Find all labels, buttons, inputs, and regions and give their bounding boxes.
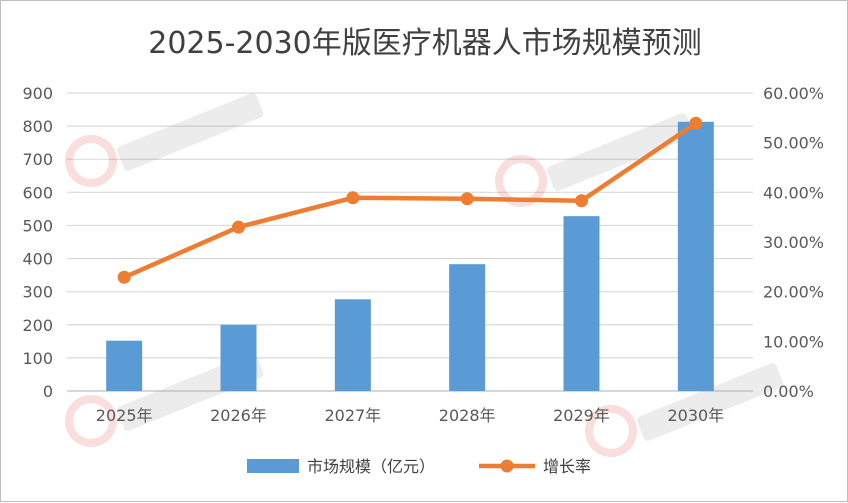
right-y-axis: 0.00% 10.00% 20.00% 30.00% 40.00% 50.00% 60.00… <box>763 84 824 401</box>
chart-title: 2025-2030年版医疗机器人市场规模预测 <box>148 26 702 61</box>
legend-bar-swatch <box>247 459 299 473</box>
line-point <box>575 194 588 208</box>
watermark-inner <box>73 143 109 179</box>
line-point <box>460 192 474 206</box>
x-axis: 2025年 2026年 2027年 2028年 2029年 2030年 <box>96 406 724 425</box>
right-tick-label: 10.00% <box>763 332 824 351</box>
watermark-text-shape <box>116 93 264 171</box>
line-point <box>117 270 131 284</box>
legend-bar-label: 市场规模（亿元） <box>307 457 435 476</box>
x-tick-label: 2025年 <box>96 406 153 425</box>
left-tick-label: 800 <box>22 117 53 136</box>
line-point <box>689 116 703 130</box>
right-tick-label: 20.00% <box>763 283 824 302</box>
x-tick-label: 2028年 <box>439 406 496 425</box>
left-tick-label: 400 <box>22 250 53 269</box>
left-tick-label: 600 <box>22 183 53 202</box>
left-tick-label: 500 <box>22 216 53 235</box>
right-tick-label: 50.00% <box>763 134 824 153</box>
left-tick-label: 200 <box>22 316 53 335</box>
right-tick-label: 30.00% <box>763 233 824 252</box>
left-tick-label: 300 <box>22 283 53 302</box>
right-tick-label: 60.00% <box>763 84 824 103</box>
line-point <box>232 220 245 234</box>
watermark-text-shape <box>546 113 694 191</box>
left-tick-label: 900 <box>22 84 53 103</box>
watermark-circle <box>65 135 117 187</box>
legend-line-label: 增长率 <box>543 457 591 476</box>
watermark-circle <box>495 155 547 207</box>
watermark-circle <box>585 405 637 457</box>
left-tick-label: 700 <box>22 150 53 169</box>
watermark-text-shape <box>636 363 784 441</box>
left-y-axis: 0 100 200 300 400 500 600 700 800 900 <box>22 84 53 401</box>
left-tick-label: 100 <box>22 349 53 368</box>
x-tick-label: 2026年 <box>210 406 267 425</box>
growth-line <box>121 121 699 280</box>
line-series <box>117 116 703 284</box>
watermark-inner <box>73 403 109 439</box>
bar <box>106 340 143 391</box>
x-tick-label: 2027年 <box>324 406 381 425</box>
line-point <box>346 191 360 205</box>
watermark-inner <box>593 413 629 449</box>
bar <box>563 216 600 391</box>
bar <box>220 324 257 391</box>
x-tick-label: 2029年 <box>553 406 610 425</box>
watermark-logo <box>585 363 784 457</box>
right-tick-label: 40.00% <box>763 183 824 202</box>
watermark-inner <box>503 163 539 199</box>
watermark-logo <box>65 93 264 187</box>
bar <box>449 264 486 391</box>
watermark-logo <box>495 113 694 207</box>
bar <box>677 121 714 391</box>
watermark <box>65 93 784 457</box>
left-tick-label: 0 <box>43 382 53 401</box>
legend: 市场规模（亿元） 增长率 <box>247 457 591 476</box>
gridlines <box>67 92 753 392</box>
bar <box>334 299 371 391</box>
right-tick-label: 0.00% <box>763 382 814 401</box>
x-tick-label: 2030年 <box>667 406 724 425</box>
watermark-circle <box>65 395 117 447</box>
legend-line-marker <box>500 459 514 473</box>
bar-series <box>106 121 714 391</box>
